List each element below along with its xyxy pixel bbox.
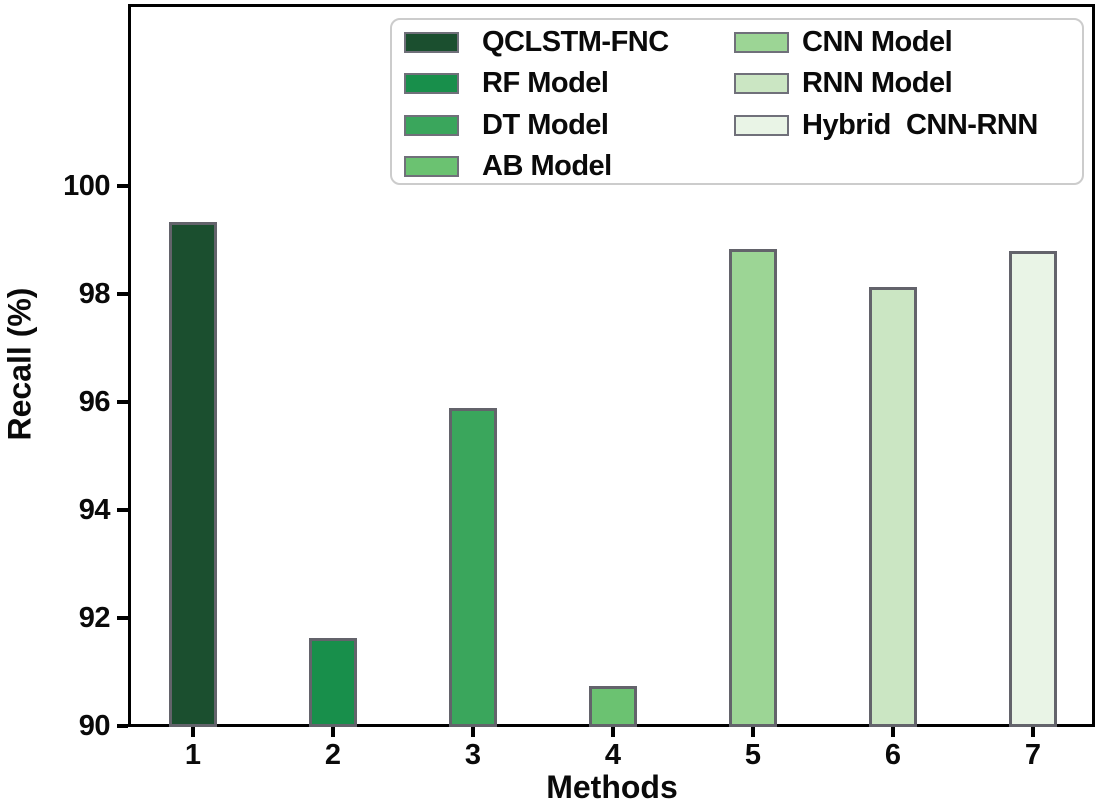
legend-label-6: RNN Model [802, 67, 953, 99]
x-tick-label: 4 [604, 739, 622, 771]
x-tick-label: 7 [1024, 739, 1042, 771]
y-tick-mark [117, 724, 128, 728]
bar-5 [729, 249, 777, 727]
x-tick-mark [191, 727, 195, 737]
legend-label-1: QCLSTM-FNC [482, 26, 669, 58]
legend-swatch-5 [734, 32, 789, 53]
y-tick-label: 92 [78, 602, 111, 634]
legend-swatch-1 [404, 32, 459, 53]
legend-swatch-4 [404, 156, 459, 177]
legend-label-3: DT Model [482, 109, 609, 141]
legend-swatch-3 [404, 115, 459, 136]
x-tick-label: 3 [464, 739, 482, 771]
legend-label-5: CNN Model [802, 26, 953, 58]
legend-label-4: AB Model [482, 150, 612, 182]
x-tick-mark [891, 727, 895, 737]
x-tick-mark [611, 727, 615, 737]
y-tick-mark [117, 292, 128, 296]
legend-label-7: Hybrid CNN-RNN [802, 109, 1038, 141]
y-tick-label: 90 [78, 710, 111, 742]
y-tick-mark [117, 616, 128, 620]
legend-swatch-6 [734, 73, 789, 94]
x-tick-mark [751, 727, 755, 737]
y-tick-label: 100 [63, 170, 110, 202]
bar-2 [309, 638, 357, 727]
bar-7 [1009, 251, 1057, 727]
y-tick-mark [117, 184, 128, 188]
x-tick-label: 6 [884, 739, 902, 771]
x-tick-mark [1031, 727, 1035, 737]
x-tick-label: 1 [184, 739, 202, 771]
x-tick-mark [471, 727, 475, 737]
bar-1 [169, 222, 217, 727]
legend-swatch-2 [404, 73, 459, 94]
bar-4 [589, 686, 637, 727]
legend-swatch-7 [734, 115, 789, 136]
x-tick-mark [331, 727, 335, 737]
legend-label-2: RF Model [482, 67, 609, 99]
bar-6 [869, 287, 917, 727]
x-tick-label: 5 [744, 739, 762, 771]
x-axis-label: Methods [546, 769, 678, 805]
y-tick-mark [117, 508, 128, 512]
y-tick-label: 94 [78, 494, 111, 526]
legend: QCLSTM-FNC RF Model DT Model AB Model CNN Mo… [390, 18, 1084, 185]
y-tick-mark [117, 400, 128, 404]
y-tick-label: 98 [78, 278, 111, 310]
y-tick-label: 96 [78, 386, 111, 418]
bar-3 [449, 408, 497, 727]
x-tick-label: 2 [324, 739, 342, 771]
